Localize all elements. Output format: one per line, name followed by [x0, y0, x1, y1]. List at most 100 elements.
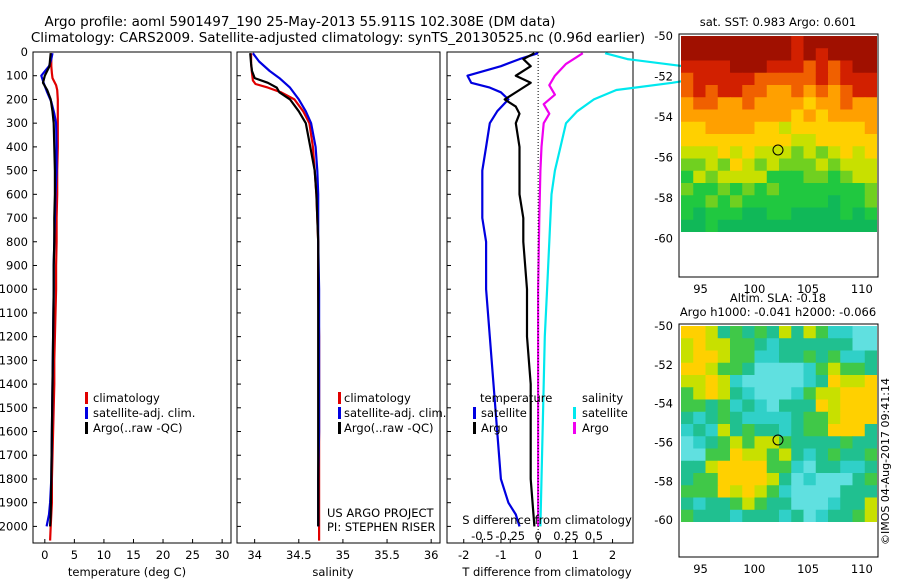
sla-map-cell [791, 460, 805, 474]
sst-map-cell [791, 183, 805, 196]
sst-map-cell [717, 146, 731, 160]
legend-swatch-sal-argo [573, 422, 576, 434]
sla-map-cell [730, 338, 743, 352]
sst-map-cell [815, 72, 829, 86]
s-difference-tick-label: 0.5 [585, 529, 603, 543]
map-lat-tick-label: -56 [654, 435, 673, 449]
sla-map-cell [864, 509, 877, 522]
sla-map-cell [815, 399, 829, 413]
map-lon-tick-label: 95 [693, 562, 708, 576]
sst-map-cell [681, 146, 694, 160]
sst-map-cell [791, 48, 805, 62]
salinity-axis-label: salinity [312, 565, 353, 579]
sla-map-cell [730, 424, 743, 437]
sla-map-cell [828, 485, 841, 499]
sst-map-cell [864, 109, 877, 123]
sst-map-cell [730, 48, 743, 62]
sst-map-cell [840, 134, 854, 147]
figure-title-line1: Argo profile: aoml 5901497_190 25-May-20… [44, 14, 555, 30]
sla-map-cell [840, 338, 854, 352]
sla-map-cell [815, 460, 829, 474]
sst-map-cell [815, 60, 829, 74]
sla-map-cell [803, 411, 817, 425]
sst-map-cell [693, 85, 707, 98]
depth-tick-label: 500 [6, 164, 28, 178]
sst-map-cell [693, 170, 707, 184]
sla-map-cell [815, 411, 829, 425]
depth-tick-label: 1300 [0, 353, 28, 367]
sst-map-cell [705, 195, 719, 209]
sla-map-cell [815, 326, 829, 339]
sla-map-cell [705, 362, 719, 376]
sst-map-cell [803, 183, 817, 196]
sla-map-cell [828, 338, 841, 352]
sst-map-cell [815, 158, 829, 172]
map-lat-tick-label: -54 [654, 397, 673, 411]
sst-map-cell [840, 48, 854, 62]
sla-map-cell [754, 448, 768, 462]
salinity-series [249, 52, 321, 541]
t-difference-tick-labels: -2 -1 0 1 2 [458, 539, 616, 562]
sst-map-tick-labels: 95 100 105 110 -50 -52 -54 -56 -58 -60 [654, 29, 873, 296]
sla-map-cell [766, 485, 780, 499]
sla-map-cell [742, 326, 756, 339]
sla-map-cell [705, 497, 719, 511]
sla-map-cell [681, 399, 694, 413]
sst-map-cell [717, 85, 731, 98]
sst-map-cell [791, 195, 805, 209]
sla-map-cell [705, 326, 719, 339]
depth-tick-label: 1600 [0, 425, 28, 439]
sla-map-cell [730, 411, 743, 425]
temperature-legend: climatology satellite-adj. clim. Argo(..… [85, 391, 195, 435]
depth-tick-labels: 0 100 200 300 400 500 600 700 800 900 1000 1100 1200… [0, 45, 451, 533]
sst-map-cell [864, 183, 877, 196]
sst-map-cell [717, 219, 731, 232]
sst-map-cell [779, 121, 792, 135]
sla-map-cell [828, 460, 841, 474]
sst-map-cell [803, 170, 817, 184]
sst-map-cell [717, 134, 731, 147]
sst-map-cell [779, 85, 792, 98]
sla-map-cell [852, 338, 866, 352]
sst-map-cell [730, 134, 743, 147]
sla-map-cell [779, 399, 792, 413]
sla-map-cell [742, 424, 756, 437]
depth-tick-label: 300 [6, 116, 28, 130]
sst-map-cell [779, 60, 792, 74]
sst-map-cell [681, 170, 694, 184]
sla-map-cell [717, 326, 731, 339]
sla-map-cell [803, 362, 817, 376]
sla-map-cell [693, 509, 707, 522]
sla-map-cell [681, 448, 694, 462]
sla-map-cell [705, 338, 719, 352]
sst-map-cell [815, 134, 829, 147]
series-line-salinity-argo [536, 52, 584, 527]
sla-map-cell [779, 338, 792, 352]
sla-map-cell [766, 387, 780, 401]
sst-map-cell [864, 146, 877, 160]
sla-argo-location-marker [772, 434, 784, 446]
sst-map-cell [840, 170, 854, 184]
sla-map-cell [705, 485, 719, 499]
sla-map-cell [730, 448, 743, 462]
legend-swatch-temp-argo [473, 422, 476, 434]
sla-map-cell [730, 399, 743, 413]
difference-legend: temperature salinity satellite Argo sate… [473, 391, 628, 435]
temperature-tick-label: 5 [71, 548, 78, 562]
map-lon-tick-label: 95 [693, 282, 708, 296]
sst-map-cell [693, 195, 707, 209]
sst-map-cell [717, 72, 731, 86]
sla-map-cell [766, 448, 780, 462]
sla-map-cell [803, 448, 817, 462]
sst-map-cell [779, 134, 792, 147]
sla-map-cell [864, 350, 877, 364]
sst-map-cells [681, 36, 877, 232]
sst-map-cell [791, 170, 805, 184]
sla-map-cell [828, 497, 841, 511]
legend-label-temp-satellite: satellite [481, 406, 527, 420]
sla-map-cell [742, 436, 756, 450]
sst-map-cell [779, 183, 792, 196]
sla-map-cell [730, 362, 743, 376]
sla-map-cell [754, 473, 768, 486]
